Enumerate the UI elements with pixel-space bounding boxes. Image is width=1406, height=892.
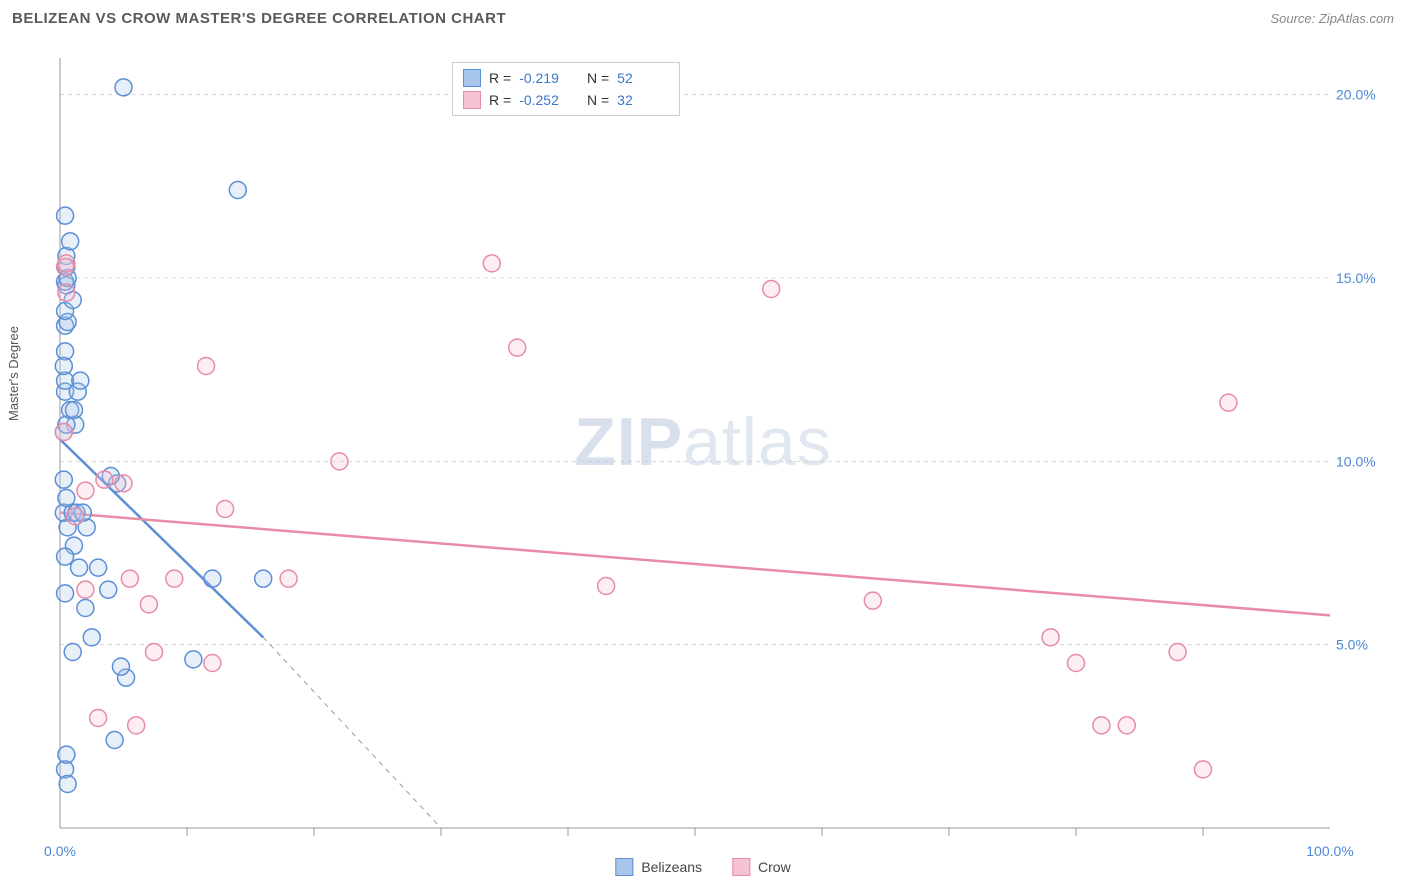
legend-label: Belizeans: [641, 859, 702, 875]
swatch-icon: [732, 858, 750, 876]
stats-row: R = -0.219 N = 52: [463, 67, 669, 89]
svg-text:100.0%: 100.0%: [1306, 843, 1353, 859]
svg-text:20.0%: 20.0%: [1336, 87, 1376, 103]
stats-legend: R = -0.219 N = 52R = -0.252 N = 32: [452, 62, 680, 116]
header: BELIZEAN VS CROW MASTER'S DEGREE CORRELA…: [0, 0, 1406, 33]
r-value: -0.252: [519, 89, 571, 111]
chart-area: Master's Degree 5.0%10.0%15.0%20.0%0.0%1…: [12, 38, 1394, 880]
n-label: N =: [579, 89, 609, 111]
r-label: R =: [489, 89, 511, 111]
svg-text:0.0%: 0.0%: [44, 843, 76, 859]
n-value: 32: [617, 89, 669, 111]
source-label: Source: ZipAtlas.com: [1270, 11, 1394, 26]
n-label: N =: [579, 67, 609, 89]
scatter-plot: 5.0% 10.0% 15.0% 20.0% 0.0% 100.0%: [12, 38, 1394, 880]
svg-text:10.0%: 10.0%: [1336, 453, 1376, 469]
n-value: 52: [617, 67, 669, 89]
legend-item: Belizeans: [615, 858, 702, 876]
svg-text:15.0%: 15.0%: [1336, 270, 1376, 286]
r-label: R =: [489, 67, 511, 89]
stats-row: R = -0.252 N = 32: [463, 89, 669, 111]
y-axis-label: Master's Degree: [6, 326, 21, 421]
r-value: -0.219: [519, 67, 571, 89]
swatch-icon: [463, 91, 481, 109]
chart-title: BELIZEAN VS CROW MASTER'S DEGREE CORRELA…: [12, 10, 506, 27]
series-legend: Belizeans Crow: [615, 858, 790, 876]
swatch-icon: [615, 858, 633, 876]
legend-item: Crow: [732, 858, 791, 876]
svg-text:5.0%: 5.0%: [1336, 637, 1368, 653]
swatch-icon: [463, 69, 481, 87]
legend-label: Crow: [758, 859, 791, 875]
